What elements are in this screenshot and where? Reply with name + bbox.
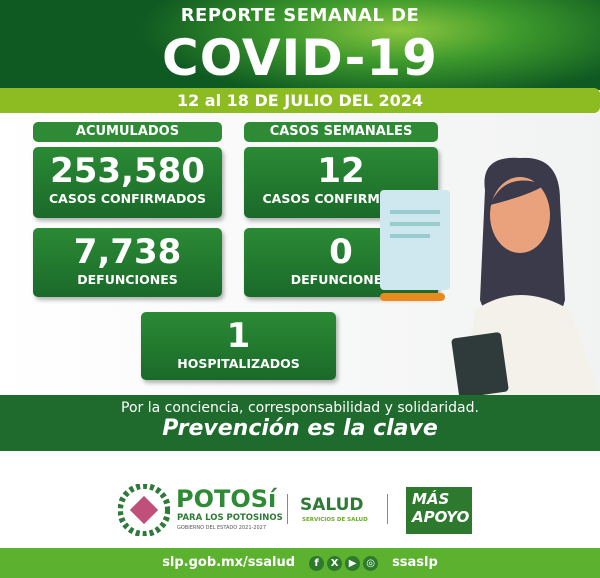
- footer: slp.gob.mx/ssalud f X ▶ ◎ ssaslp: [0, 548, 600, 578]
- card-label: DEFUNCIONES: [290, 272, 392, 287]
- potosi-emblem-icon: [118, 484, 170, 536]
- instagram-icon[interactable]: ◎: [363, 555, 379, 571]
- card-value: 12: [317, 151, 365, 191]
- divider: [287, 494, 288, 524]
- salud-sub: SERVICIOS DE SALUD: [302, 517, 368, 523]
- apoyo-text: APOYO: [412, 508, 470, 526]
- card-accumulated-cases: 253,580 CASOS CONFIRMADOS: [33, 147, 222, 218]
- x-icon[interactable]: X: [327, 555, 343, 571]
- slogan-band: Por la conciencia, corresponsabilidad y …: [0, 395, 600, 451]
- facebook-icon[interactable]: f: [309, 555, 325, 571]
- potosi-sub: PARA LOS POTOSINOS: [177, 513, 283, 523]
- social-handle[interactable]: ssaslp: [392, 555, 438, 570]
- card-label: DEFUNCIONES: [77, 272, 178, 287]
- doctor-illustration: [380, 157, 600, 395]
- social-icons: f X ▶ ◎: [309, 555, 379, 571]
- salud-logo-text: SALUD: [300, 495, 364, 515]
- website-link[interactable]: slp.gob.mx/ssalud: [162, 555, 296, 570]
- card-hospitalized: 1 HOSPITALIZADOS: [141, 312, 336, 380]
- date-range: 12 al 18 DE JULIO DEL 2024: [0, 88, 600, 113]
- header: REPORTE SEMANAL DE COVID-19: [0, 0, 600, 90]
- card-label: HOSPITALIZADOS: [177, 356, 300, 371]
- logos-area: POTOSí PARA LOS POTOSINOS GOBIERNO DEL E…: [0, 451, 600, 548]
- card-value: 253,580: [50, 151, 205, 191]
- card-value: 7,738: [73, 232, 182, 272]
- header-subtitle: REPORTE SEMANAL DE: [180, 5, 420, 26]
- header-title: COVID-19: [162, 29, 438, 87]
- potosi-logo-text: POTOSí: [176, 485, 277, 513]
- accumulated-label: ACUMULADOS: [33, 122, 222, 142]
- card-label: CASOS CONFIRMADOS: [48, 191, 207, 206]
- youtube-icon[interactable]: ▶: [345, 555, 361, 571]
- mas-text: MÁS: [412, 490, 450, 508]
- card-value: 0: [329, 232, 353, 272]
- card-accumulated-deaths: 7,738 DEFUNCIONES: [33, 228, 222, 297]
- divider: [387, 494, 388, 524]
- motto-text: Prevención es la clave: [162, 416, 438, 441]
- card-value: 1: [226, 316, 251, 356]
- mas-apoyo-logo: MÁS APOYO: [406, 487, 472, 534]
- slogan-text: Por la conciencia, corresponsabilidad y …: [121, 400, 479, 416]
- weekly-label: CASOS SEMANALES: [244, 122, 438, 142]
- potosi-gov: GOBIERNO DEL ESTADO 2021-2027: [177, 525, 267, 531]
